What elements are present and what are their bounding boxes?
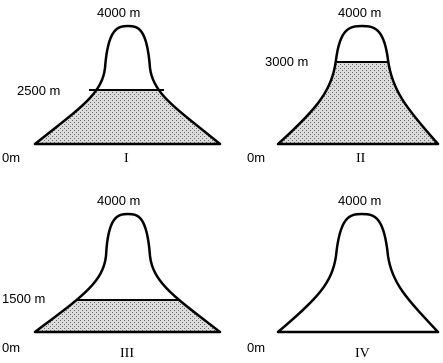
panel-numeral: IV: [355, 346, 370, 361]
mountain-outline: [33, 212, 222, 334]
peak-label: 4000 m: [338, 193, 381, 208]
mountain-outline: [33, 24, 222, 146]
shaded-region: [35, 90, 220, 144]
panel-numeral: I: [124, 151, 129, 166]
panel-numeral: II: [356, 151, 366, 166]
panel-2: 4000 m 3000 m 0m II: [247, 5, 440, 166]
base-label: 0m: [2, 340, 20, 355]
level-label: 3000 m: [265, 54, 308, 69]
shaded-region: [278, 62, 438, 144]
shaded-region: [35, 300, 220, 332]
level-label: 1500 m: [2, 291, 45, 306]
peak-label: 4000 m: [97, 5, 140, 20]
peak-label: 4000 m: [97, 193, 140, 208]
base-label: 0m: [2, 150, 20, 165]
base-label: 0m: [247, 340, 265, 355]
mountain-outline: [276, 24, 440, 146]
level-label: 2500 m: [17, 83, 60, 98]
panel-4: 4000 m 0m IV: [247, 193, 440, 361]
panel-1: 4000 m 2500 m 0m I: [2, 5, 222, 166]
panel-numeral: III: [120, 346, 134, 361]
base-label: 0m: [247, 150, 265, 165]
panel-3: 4000 m 1500 m 0m III: [2, 193, 222, 361]
mountain-outline: [276, 212, 440, 334]
peak-label: 4000 m: [338, 5, 381, 20]
